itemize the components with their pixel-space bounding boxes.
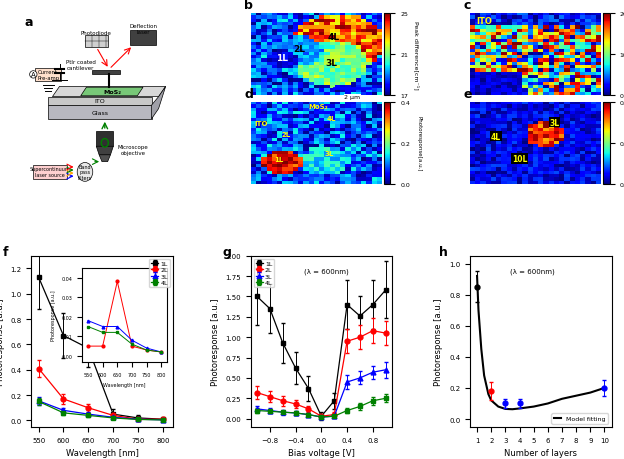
Text: PtIr coated
cantilever: PtIr coated cantilever <box>66 60 95 70</box>
Text: Current
Pre-amp: Current Pre-amp <box>37 70 59 81</box>
Model fitting <box>475 308 482 313</box>
Text: Glass: Glass <box>91 110 109 115</box>
Y-axis label: Photoresponse [a.u.]: Photoresponse [a.u.] <box>434 298 444 385</box>
Text: (λ = 600nm): (λ = 600nm) <box>510 268 554 275</box>
Text: ITO: ITO <box>94 99 105 104</box>
Line: Model fitting: Model fitting <box>477 276 605 409</box>
X-axis label: Bias voltage [V]: Bias voltage [V] <box>288 448 355 457</box>
Polygon shape <box>92 71 120 74</box>
Y-axis label: Photoresponse[a.u.]: Photoresponse[a.u.] <box>416 116 421 171</box>
Bar <box>32 166 67 179</box>
Text: b: b <box>244 0 253 12</box>
Bar <box>96 132 114 147</box>
Text: Band
pass
filters: Band pass filters <box>78 164 92 181</box>
Legend: 1L, 2L, 3L, 4L: 1L, 2L, 3L, 4L <box>254 259 275 287</box>
Text: ITO: ITO <box>254 120 268 126</box>
Legend: Model fitting: Model fitting <box>552 414 608 424</box>
Model fitting <box>587 390 594 396</box>
Polygon shape <box>48 106 152 120</box>
Model fitting <box>572 393 580 398</box>
Polygon shape <box>48 97 152 106</box>
Text: d: d <box>244 88 253 101</box>
Model fitting <box>601 385 608 391</box>
Polygon shape <box>52 87 165 97</box>
Text: 1L: 1L <box>276 54 288 62</box>
Text: g: g <box>222 246 231 259</box>
Y-axis label: Peak difference[cm⁻¹]: Peak difference[cm⁻¹] <box>414 21 419 89</box>
Polygon shape <box>96 147 114 156</box>
Text: Photodiode: Photodiode <box>81 31 112 36</box>
Text: f: f <box>3 246 8 259</box>
Text: 2L: 2L <box>281 132 290 138</box>
Text: Microscope
objective: Microscope objective <box>118 145 149 156</box>
Text: h: h <box>439 246 447 259</box>
Text: 1L: 1L <box>275 157 284 162</box>
Text: (λ = 600nm): (λ = 600nm) <box>305 268 349 275</box>
Bar <box>85 36 107 48</box>
Text: a: a <box>24 16 32 28</box>
Model fitting <box>474 274 481 279</box>
Text: Supercontinuum
laser source: Supercontinuum laser source <box>29 167 70 178</box>
Text: ITO: ITO <box>477 17 492 26</box>
Bar <box>130 31 156 46</box>
Model fitting <box>485 392 492 397</box>
Text: 2 μm: 2 μm <box>344 95 360 100</box>
X-axis label: Wavelength [nm]: Wavelength [nm] <box>66 448 139 457</box>
Model fitting <box>477 347 485 352</box>
Model fitting <box>509 407 516 412</box>
Legend: 1L, 2L, 3L, 4L: 1L, 2L, 3L, 4L <box>149 259 170 287</box>
Text: 3L: 3L <box>324 151 333 157</box>
Text: MoS₂: MoS₂ <box>308 104 328 110</box>
Model fitting <box>544 401 552 406</box>
Y-axis label: Photoresponse [a.u.]: Photoresponse [a.u.] <box>0 298 4 385</box>
Y-axis label: Photoresponse [a.u.]: Photoresponse [a.u.] <box>210 298 220 385</box>
Text: 4L: 4L <box>326 116 336 122</box>
Model fitting <box>487 398 495 403</box>
Text: 4L: 4L <box>328 33 340 42</box>
Text: MoS₂: MoS₂ <box>103 90 121 95</box>
Model fitting <box>558 396 566 402</box>
Text: Deflection
laser: Deflection laser <box>129 24 157 34</box>
Text: c: c <box>464 0 471 12</box>
Text: 3L: 3L <box>550 118 560 128</box>
Bar <box>36 68 61 82</box>
Text: e: e <box>464 88 472 101</box>
Circle shape <box>77 163 93 182</box>
Polygon shape <box>152 87 165 120</box>
Text: 10L: 10L <box>512 155 527 163</box>
Text: 4L: 4L <box>491 132 501 141</box>
Text: A: A <box>31 72 36 78</box>
Text: 3L: 3L <box>325 59 338 68</box>
Polygon shape <box>80 88 143 96</box>
Model fitting <box>495 404 502 409</box>
Polygon shape <box>99 156 110 162</box>
X-axis label: Number of layers: Number of layers <box>504 448 577 457</box>
Model fitting <box>516 406 524 411</box>
Model fitting <box>530 404 537 409</box>
Model fitting <box>480 373 488 378</box>
Text: 2L: 2L <box>293 45 305 54</box>
Model fitting <box>502 406 509 412</box>
